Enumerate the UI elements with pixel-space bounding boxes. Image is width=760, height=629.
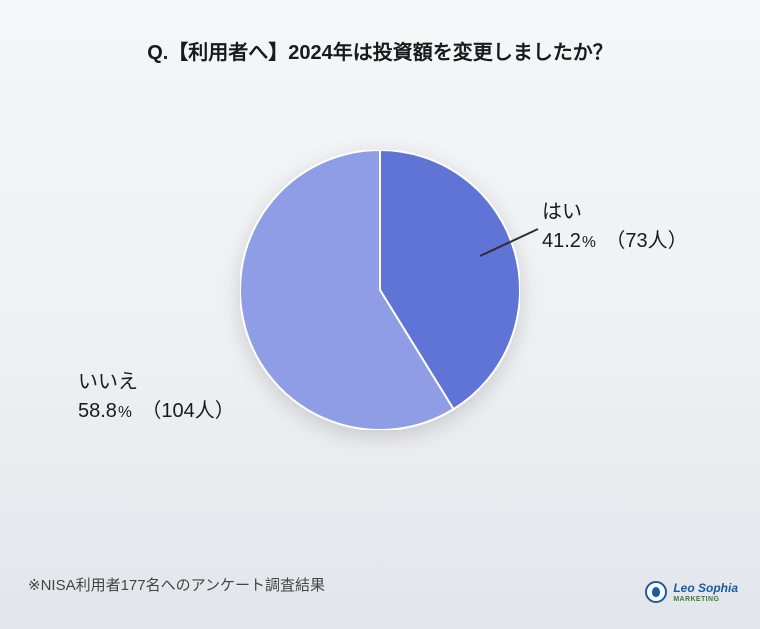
callout-no: いいえ 58.8% （104人） xyxy=(78,368,235,426)
brand-name: Leo Sophia xyxy=(673,582,738,594)
brand-logo-icon xyxy=(645,581,667,603)
callout-yes-label: はい xyxy=(542,198,688,227)
pie-svg xyxy=(240,150,520,430)
pie-chart xyxy=(240,150,520,435)
footnote: ※NISA利用者177名へのアンケート調査結果 xyxy=(28,574,325,595)
callout-yes-value: 41.2% （73人） xyxy=(542,227,688,256)
callout-yes: はい 41.2% （73人） xyxy=(542,198,688,256)
callout-no-value: 58.8% （104人） xyxy=(78,397,235,426)
brand-sub: MARKETING xyxy=(673,596,738,603)
callout-no-label: いいえ xyxy=(78,368,235,397)
brand-badge: Leo Sophia MARKETING xyxy=(645,581,738,603)
chart-canvas: Q.【利用者へ】2024年は投資額を変更しましたか？ はい 41.2% （73人… xyxy=(0,0,760,629)
chart-title: Q.【利用者へ】2024年は投資額を変更しましたか？ xyxy=(0,36,760,65)
brand-text: Leo Sophia MARKETING xyxy=(673,582,738,603)
